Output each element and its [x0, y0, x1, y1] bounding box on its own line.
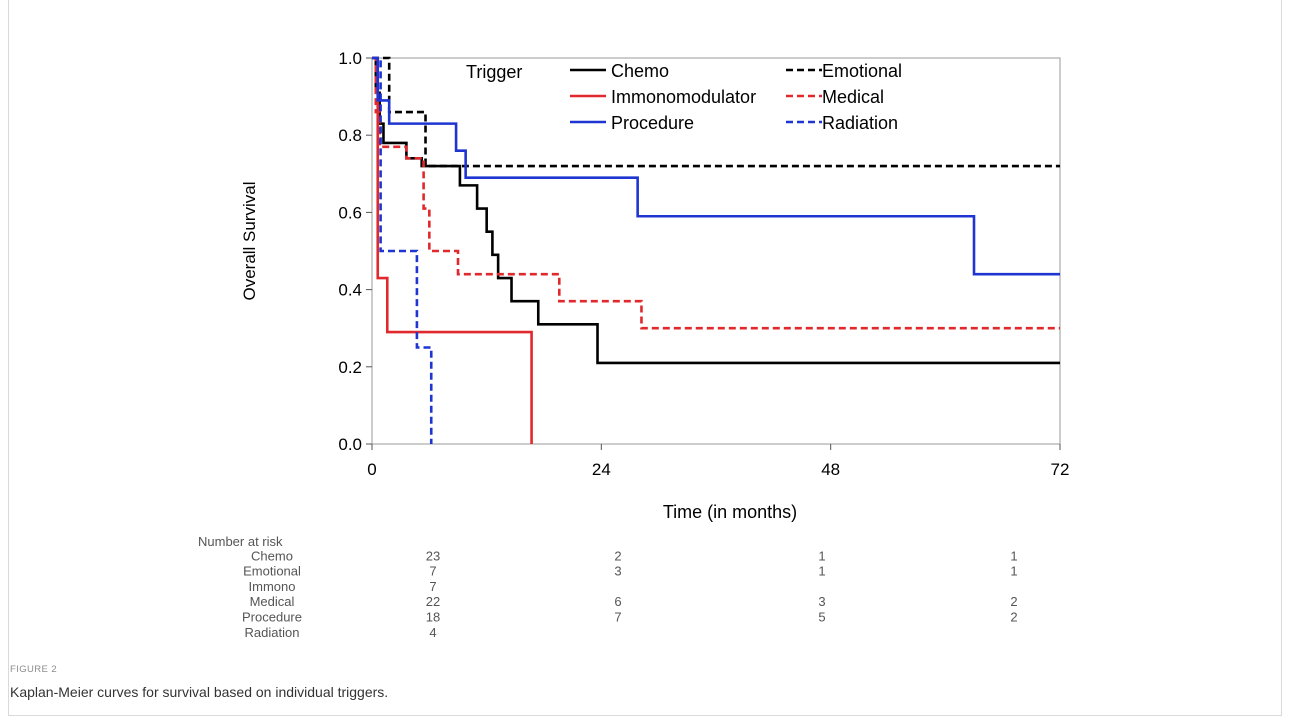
y-tick-label: 1.0	[338, 49, 362, 68]
legend-label-radiation: Radiation	[822, 113, 898, 133]
curve-immonomodulator	[372, 56, 533, 444]
legend-label-chemo: Chemo	[611, 61, 669, 81]
curve-emotional	[372, 56, 1060, 168]
risk-row-label: Immono	[249, 579, 296, 594]
x-tick-label: 0	[367, 460, 376, 479]
axes: 0.0 0.2 0.4 0.6 0.8 1.0 0 24 48 72 Overall Surviva…	[240, 49, 1069, 522]
risk-value: 7	[614, 610, 621, 625]
y-tick-label: 0.8	[338, 126, 362, 145]
risk-value: 1	[818, 564, 825, 579]
risk-value: 5	[818, 610, 825, 625]
risk-value: 7	[429, 564, 436, 579]
plot-frame	[371, 57, 1061, 445]
risk-value: 22	[426, 594, 440, 609]
x-axis-label: Time (in months)	[663, 502, 797, 522]
y-axis-label: Overall Survival	[240, 181, 259, 300]
risk-value: 3	[818, 594, 825, 609]
risk-row-label: Procedure	[242, 610, 302, 625]
risk-value: 6	[614, 594, 621, 609]
risk-value: 2	[614, 548, 621, 563]
figure-frame	[8, 0, 1282, 716]
legend-title: Trigger	[466, 62, 522, 82]
risk-row-label: Emotional	[243, 564, 301, 579]
risk-value: 3	[614, 564, 621, 579]
legend-label-emotional: Emotional	[822, 61, 902, 81]
risk-value: 4	[429, 625, 436, 640]
risk-value: 18	[426, 610, 440, 625]
legend-label-procedure: Procedure	[611, 113, 694, 133]
legend-label-immonomodulator: Immonomodulator	[611, 87, 756, 107]
x-tick-label: 24	[592, 460, 611, 479]
curve-radiation	[372, 56, 433, 444]
risk-value: 7	[429, 579, 436, 594]
figure-caption: Kaplan-Meier curves for survival based o…	[10, 684, 389, 700]
figure-label: FIGURE 2	[10, 664, 58, 675]
y-tick-label: 0.4	[338, 281, 362, 300]
y-tick-label: 0.6	[338, 203, 362, 222]
risk-row-label: Radiation	[245, 625, 300, 640]
curve-procedure	[372, 56, 1060, 276]
curve-chemo	[372, 56, 1060, 365]
survival-curves	[372, 56, 1060, 444]
risk-value: 2	[1010, 594, 1017, 609]
y-tick-label: 0.0	[338, 435, 362, 454]
risk-value: 1	[818, 548, 825, 563]
x-tick-label: 72	[1051, 460, 1070, 479]
legend: Trigger Chemo Emotional Immonomodulator Medi…	[466, 61, 902, 133]
risk-value: 2	[1010, 610, 1017, 625]
risk-title: Number at risk	[198, 534, 283, 549]
legend-label-medical: Medical	[822, 87, 884, 107]
x-tick-label: 48	[821, 460, 840, 479]
risk-value: 23	[426, 548, 440, 563]
risk-value: 1	[1010, 564, 1017, 579]
curve-medical	[372, 56, 1060, 330]
risk-value: 1	[1010, 548, 1017, 563]
y-tick-label: 0.2	[338, 358, 362, 377]
risk-row-label: Medical	[250, 594, 295, 609]
risk-row-label: Chemo	[251, 548, 293, 563]
